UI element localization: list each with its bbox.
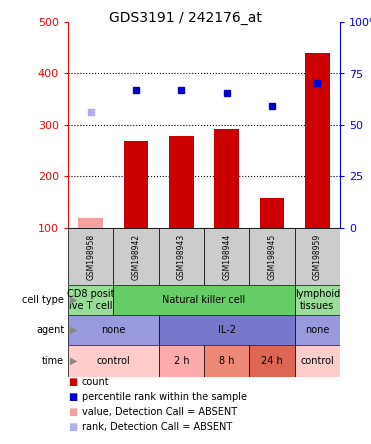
Text: rank, Detection Call = ABSENT: rank, Detection Call = ABSENT xyxy=(82,422,232,432)
Text: ■: ■ xyxy=(68,407,77,417)
Bar xyxy=(214,129,239,228)
Bar xyxy=(295,285,340,315)
Bar xyxy=(159,345,204,377)
Text: GSM198958: GSM198958 xyxy=(86,234,95,280)
Bar xyxy=(249,228,295,285)
Bar xyxy=(78,218,103,228)
Bar xyxy=(159,315,295,345)
Text: none: none xyxy=(305,325,329,335)
Bar xyxy=(124,142,148,228)
Text: control: control xyxy=(96,356,130,366)
Bar xyxy=(260,198,285,228)
Text: ■: ■ xyxy=(68,377,77,387)
Bar xyxy=(295,345,340,377)
Bar xyxy=(249,345,295,377)
Bar xyxy=(204,345,249,377)
Text: Natural killer cell: Natural killer cell xyxy=(162,295,246,305)
Bar xyxy=(113,228,159,285)
Text: agent: agent xyxy=(36,325,64,335)
Bar xyxy=(68,285,113,315)
Text: value, Detection Call = ABSENT: value, Detection Call = ABSENT xyxy=(82,407,237,417)
Bar xyxy=(68,315,159,345)
Text: GDS3191 / 242176_at: GDS3191 / 242176_at xyxy=(109,11,262,25)
Text: ▶: ▶ xyxy=(70,325,78,335)
Bar xyxy=(68,228,113,285)
Text: GSM198943: GSM198943 xyxy=(177,234,186,280)
Text: cell type: cell type xyxy=(22,295,64,305)
Text: GSM198945: GSM198945 xyxy=(267,234,276,280)
Text: GSM198944: GSM198944 xyxy=(222,234,231,280)
Bar xyxy=(204,228,249,285)
Text: ▶: ▶ xyxy=(70,295,78,305)
Bar xyxy=(169,136,194,228)
Text: ▶: ▶ xyxy=(70,356,78,366)
Text: GSM198959: GSM198959 xyxy=(313,234,322,280)
Text: 2 h: 2 h xyxy=(174,356,189,366)
Text: 24 h: 24 h xyxy=(261,356,283,366)
Text: lymphoid
tissues: lymphoid tissues xyxy=(295,289,340,311)
Bar xyxy=(68,345,159,377)
Text: GSM198942: GSM198942 xyxy=(131,234,141,280)
Text: ■: ■ xyxy=(68,422,77,432)
Bar xyxy=(295,228,340,285)
Text: count: count xyxy=(82,377,109,387)
Text: none: none xyxy=(101,325,125,335)
Bar xyxy=(295,315,340,345)
Text: ■: ■ xyxy=(68,392,77,402)
Bar xyxy=(159,228,204,285)
Text: time: time xyxy=(42,356,64,366)
Text: IL-2: IL-2 xyxy=(218,325,236,335)
Text: percentile rank within the sample: percentile rank within the sample xyxy=(82,392,247,402)
Text: control: control xyxy=(301,356,334,366)
Bar xyxy=(305,53,330,228)
Bar xyxy=(113,285,295,315)
Text: 8 h: 8 h xyxy=(219,356,234,366)
Text: CD8 posit
ive T cell: CD8 posit ive T cell xyxy=(67,289,114,311)
